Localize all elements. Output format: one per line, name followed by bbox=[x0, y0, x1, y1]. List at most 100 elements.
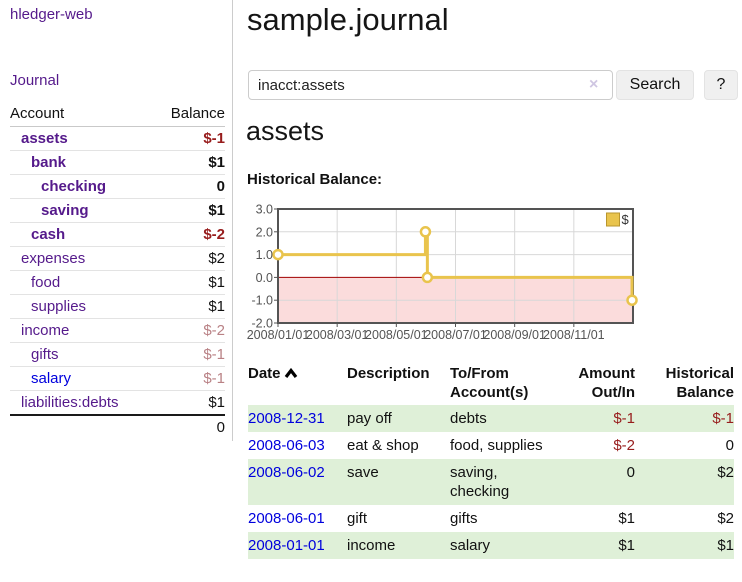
account-row: expenses $2 bbox=[10, 246, 225, 271]
account-link-bank[interactable]: bank bbox=[31, 154, 67, 171]
page-title: sample.journal bbox=[247, 2, 449, 37]
register-date-link[interactable]: 2008-01-01 bbox=[248, 537, 325, 554]
account-link-food[interactable]: food bbox=[31, 274, 61, 291]
account-row: supplies $1 bbox=[10, 294, 225, 319]
register-description: save bbox=[347, 464, 379, 481]
svg-text:2008/01/01: 2008/01/01 bbox=[247, 328, 310, 342]
register-date-link[interactable]: 2008-12-31 bbox=[248, 410, 325, 427]
account-row: food $1 bbox=[10, 270, 225, 295]
register-description: eat & shop bbox=[347, 437, 419, 454]
register-row: 2008-12-31 pay off debts $-1 $-1 bbox=[248, 405, 734, 432]
account-link-expenses[interactable]: expenses bbox=[21, 250, 86, 267]
account-balance-table: Account Balance assets $-1 bank $1 checking 0… bbox=[10, 102, 225, 439]
register-header-accounts: To/From Account(s) bbox=[450, 365, 529, 401]
register-header-description: Description bbox=[347, 365, 430, 382]
search-button[interactable]: Search bbox=[616, 70, 694, 100]
register-accounts: food, supplies bbox=[450, 437, 543, 454]
account-balance: $1 bbox=[153, 294, 225, 319]
svg-text:-1.0: -1.0 bbox=[251, 294, 273, 308]
balance-chart-svg: $3.0 2.0 1.0 0.0 -1.0 -2.02008/01/012008/03/0… bbox=[247, 203, 638, 342]
register-balance: 0 bbox=[725, 437, 734, 454]
register-description: pay off bbox=[347, 410, 392, 427]
account-link-income[interactable]: income bbox=[21, 322, 70, 339]
account-balance: $-1 bbox=[153, 126, 225, 151]
clear-search-icon[interactable]: × bbox=[589, 76, 599, 93]
svg-text:2008/11/01: 2008/11/01 bbox=[543, 328, 605, 342]
account-link-liabilities-debts[interactable]: liabilities:debts bbox=[21, 394, 119, 411]
register-balance: $2 bbox=[717, 510, 734, 527]
account-heading: assets bbox=[246, 116, 325, 146]
account-balance: $1 bbox=[153, 150, 225, 175]
account-balance: $1 bbox=[153, 390, 225, 415]
svg-text:-2.0: -2.0 bbox=[251, 317, 273, 331]
register-accounts: debts bbox=[450, 410, 487, 427]
register-balance: $-1 bbox=[712, 410, 734, 427]
account-balance: $1 bbox=[153, 198, 225, 223]
svg-text:2008/05/01: 2008/05/01 bbox=[365, 328, 428, 342]
sort-ascending-icon bbox=[284, 368, 297, 378]
account-link-saving[interactable]: saving bbox=[41, 202, 89, 219]
svg-text:2008/07/01: 2008/07/01 bbox=[424, 328, 487, 342]
historical-balance-chart: $3.0 2.0 1.0 0.0 -1.0 -2.0 2008/01/01 2008/03/0… bbox=[240, 199, 642, 349]
register-date-link[interactable]: 2008-06-01 bbox=[248, 510, 325, 527]
svg-text:2008/03/01: 2008/03/01 bbox=[306, 328, 369, 342]
account-balance: $-1 bbox=[153, 342, 225, 367]
register-header-amount: Amount Out/In bbox=[578, 365, 635, 401]
register-date-link[interactable]: 2008-06-02 bbox=[248, 464, 325, 481]
register-amount: $-1 bbox=[613, 410, 635, 427]
register-description: gift bbox=[347, 510, 368, 527]
account-row: salary $-1 bbox=[10, 366, 225, 391]
account-balance: $2 bbox=[153, 246, 225, 271]
search-input[interactable] bbox=[248, 70, 613, 100]
account-link-cash[interactable]: cash bbox=[31, 226, 66, 243]
brand-link[interactable]: hledger-web bbox=[10, 6, 93, 23]
account-balance: $-2 bbox=[153, 222, 225, 247]
account-link-assets[interactable]: assets bbox=[21, 130, 68, 147]
sidebar: hledger-web Journal Account Balance asse… bbox=[0, 0, 233, 441]
account-row: saving $1 bbox=[10, 198, 225, 223]
register-accounts: saving, checking bbox=[450, 464, 510, 500]
register-accounts: gifts bbox=[450, 510, 478, 527]
account-row: checking 0 bbox=[10, 174, 225, 199]
register-row: 2008-01-01 income salary $1 $1 bbox=[248, 532, 734, 559]
account-row: gifts $-1 bbox=[10, 342, 225, 367]
account-balance: 0 bbox=[153, 174, 225, 199]
svg-text:2008/09/01: 2008/09/01 bbox=[483, 328, 546, 342]
register-row: 2008-06-01 gift gifts $1 $2 bbox=[248, 505, 734, 532]
register-balance: $1 bbox=[717, 537, 734, 554]
account-link-gifts[interactable]: gifts bbox=[31, 346, 59, 363]
account-column-header: Account bbox=[10, 102, 154, 127]
account-link-supplies[interactable]: supplies bbox=[31, 298, 87, 315]
register-amount: $1 bbox=[618, 510, 635, 527]
register-header-date[interactable]: Date bbox=[248, 361, 347, 405]
account-row: cash $-2 bbox=[10, 222, 225, 247]
register-amount: 0 bbox=[626, 464, 635, 481]
register-description: income bbox=[347, 537, 396, 554]
register-amount: $1 bbox=[618, 537, 635, 554]
register-date-link[interactable]: 2008-06-03 bbox=[248, 437, 325, 454]
register-header-balance: Historical Balance bbox=[665, 365, 734, 401]
register-accounts: salary bbox=[450, 537, 491, 554]
svg-text:3.0: 3.0 bbox=[256, 203, 273, 217]
account-balance: $-2 bbox=[153, 318, 225, 343]
account-row: bank $1 bbox=[10, 150, 225, 175]
register-balance: $2 bbox=[717, 464, 734, 481]
sidebar-total-row: 0 bbox=[10, 414, 225, 439]
account-link-salary[interactable]: salary bbox=[31, 370, 72, 387]
account-row: assets $-1 bbox=[10, 126, 225, 151]
svg-text:$: $ bbox=[622, 212, 630, 227]
account-row: liabilities:debts $1 bbox=[10, 390, 225, 415]
account-balance: $-1 bbox=[153, 366, 225, 391]
balance-column-header: Balance bbox=[153, 102, 225, 127]
svg-text:0.0: 0.0 bbox=[256, 271, 273, 285]
register-row: 2008-06-03 eat & shop food, supplies $-2 0 bbox=[248, 432, 734, 459]
svg-text:2.0: 2.0 bbox=[256, 225, 273, 239]
help-button[interactable]: ? bbox=[704, 70, 738, 100]
register-row: 2008-06-02 save saving, checking 0 $2 bbox=[248, 459, 734, 505]
svg-text:1.0: 1.0 bbox=[256, 248, 273, 262]
account-row: income $-2 bbox=[10, 318, 225, 343]
account-link-checking[interactable]: checking bbox=[41, 178, 107, 195]
account-balance: $1 bbox=[153, 270, 225, 295]
chart-heading: Historical Balance: bbox=[247, 171, 383, 188]
nav-journal-link[interactable]: Journal bbox=[10, 72, 60, 89]
